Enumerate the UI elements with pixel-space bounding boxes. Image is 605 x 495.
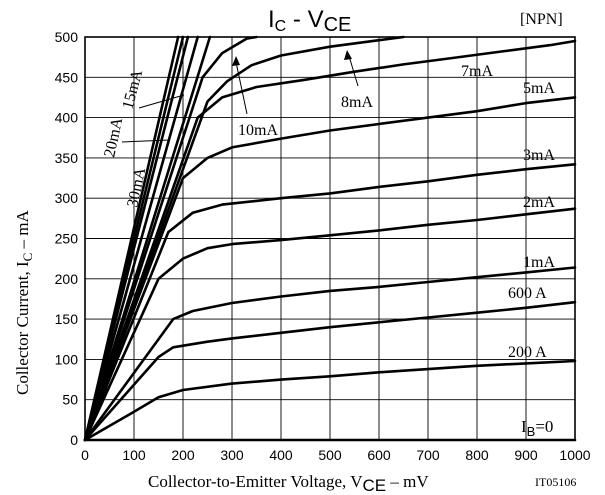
curve-30ma-b — [83, 35, 199, 442]
curve-7ma — [83, 39, 577, 442]
y-tick-label: 0 — [70, 432, 78, 448]
x-tick-label: 1000 — [559, 447, 590, 463]
y-tick-label: 500 — [55, 29, 79, 45]
curve-1ma — [83, 266, 577, 442]
label-10ma: 10mA — [238, 122, 278, 139]
curves — [83, 35, 577, 442]
y-axis-label: Collector Current, IC – mA — [13, 209, 35, 395]
x-tick-label: 300 — [220, 447, 244, 463]
label-8ma: 8mA — [341, 94, 373, 111]
curve-3ma — [83, 163, 577, 442]
arrow-10ma — [235, 61, 248, 115]
curve-8ma — [83, 35, 405, 442]
x-tick-labels: 0 100 200 300 400 500 600 700 800 900 1000 — [81, 447, 591, 463]
y-tick-label: 300 — [55, 190, 79, 206]
arrow-20ma — [121, 139, 171, 143]
label-600a: 600 A — [508, 285, 547, 302]
label-3ma: 3mA — [523, 147, 555, 164]
y-tick-label: 50 — [62, 392, 78, 408]
y-tick-label: 350 — [55, 150, 79, 166]
label-2ma: 2mA — [523, 194, 555, 211]
y-tick-label: 400 — [55, 110, 79, 126]
chart-title: IC - VCE — [268, 6, 351, 36]
y-tick-label: 200 — [55, 271, 79, 287]
plot-frame — [84, 36, 576, 441]
y-tick-label: 450 — [55, 69, 79, 85]
arrow-head-10ma — [232, 56, 240, 66]
x-tick-label: 900 — [514, 447, 538, 463]
x-tick-label: 600 — [367, 447, 391, 463]
x-axis-label: Collector-to-Emitter Voltage, VCE – mV — [148, 472, 429, 495]
y-tick-label: 100 — [55, 351, 79, 367]
curve-5ma — [83, 96, 577, 442]
curve-10ma — [83, 35, 258, 442]
y-tick-label: 250 — [55, 231, 79, 247]
y-tick-label: 150 — [55, 311, 79, 327]
curve-2ma — [83, 207, 577, 442]
label-20ma: 20mA — [101, 116, 126, 159]
label-200a: 200 A — [508, 344, 547, 361]
x-tick-label: 100 — [122, 447, 146, 463]
label-1ma: 1mA — [523, 254, 555, 271]
x-tick-label: 0 — [81, 447, 89, 463]
arrow-head-8ma — [344, 50, 352, 60]
label-5ma: 5mA — [523, 80, 555, 97]
x-tick-label: 500 — [318, 447, 342, 463]
curve-600-a — [83, 300, 577, 442]
y-tick-labels: 0 50 100 150 200 250 300 350 400 450 500 — [55, 29, 79, 448]
label-ib0: IB=0 — [521, 417, 553, 439]
x-tick-label: 700 — [416, 447, 440, 463]
x-tick-label: 800 — [465, 447, 489, 463]
curve-15ma — [83, 35, 180, 442]
label-15ma: 15mA — [119, 68, 146, 111]
arrow-8ma — [348, 55, 359, 87]
npn-tag: [NPN] — [520, 11, 563, 28]
arrow-15ma — [138, 94, 185, 109]
annotation-arrows — [121, 50, 359, 143]
curve-200-a — [83, 359, 577, 442]
figure-code: IT05106 — [535, 475, 576, 489]
x-tick-label: 400 — [269, 447, 293, 463]
label-7ma: 7mA — [461, 63, 493, 80]
x-tick-label: 200 — [171, 447, 195, 463]
